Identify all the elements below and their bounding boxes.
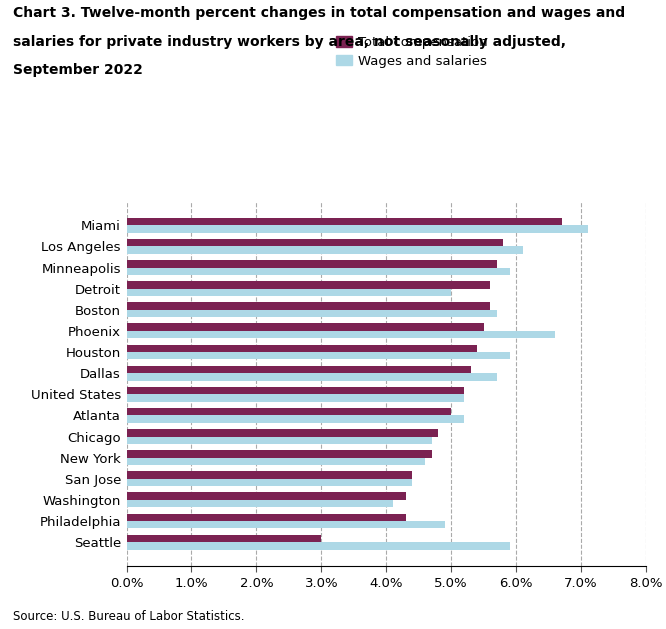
Bar	[127, 309, 497, 317]
Bar	[127, 331, 555, 338]
Text: salaries for private industry workers by area, not seasonally adjusted,: salaries for private industry workers by…	[13, 35, 566, 48]
Bar	[127, 352, 509, 359]
Bar	[127, 408, 452, 415]
Bar	[127, 218, 561, 225]
Bar	[127, 247, 523, 253]
Bar	[127, 323, 484, 331]
Bar	[127, 415, 464, 423]
Text: Chart 3. Twelve-month percent changes in total compensation and wages and: Chart 3. Twelve-month percent changes in…	[13, 6, 625, 20]
Bar	[127, 345, 478, 352]
Bar	[127, 542, 509, 550]
Bar	[127, 387, 464, 394]
Bar	[127, 535, 322, 542]
Text: September 2022: September 2022	[13, 63, 143, 77]
Bar	[127, 303, 490, 309]
Bar	[127, 260, 497, 267]
Bar	[127, 289, 452, 296]
Bar	[127, 450, 432, 458]
Bar	[127, 429, 438, 437]
Text: Source: U.S. Bureau of Labor Statistics.: Source: U.S. Bureau of Labor Statistics.	[13, 610, 245, 623]
Bar	[127, 479, 412, 486]
Bar	[127, 267, 509, 275]
Bar	[127, 437, 432, 444]
Bar	[127, 471, 412, 479]
Bar	[127, 225, 587, 233]
Bar	[127, 365, 471, 373]
Bar	[127, 458, 426, 465]
Bar	[127, 521, 445, 528]
Legend: Total compensation, Wages and salaries: Total compensation, Wages and salaries	[330, 31, 493, 73]
Bar	[127, 373, 497, 381]
Bar	[127, 239, 503, 247]
Bar	[127, 514, 406, 521]
Bar	[127, 394, 464, 402]
Bar	[127, 281, 490, 289]
Bar	[127, 500, 393, 507]
Bar	[127, 493, 406, 500]
